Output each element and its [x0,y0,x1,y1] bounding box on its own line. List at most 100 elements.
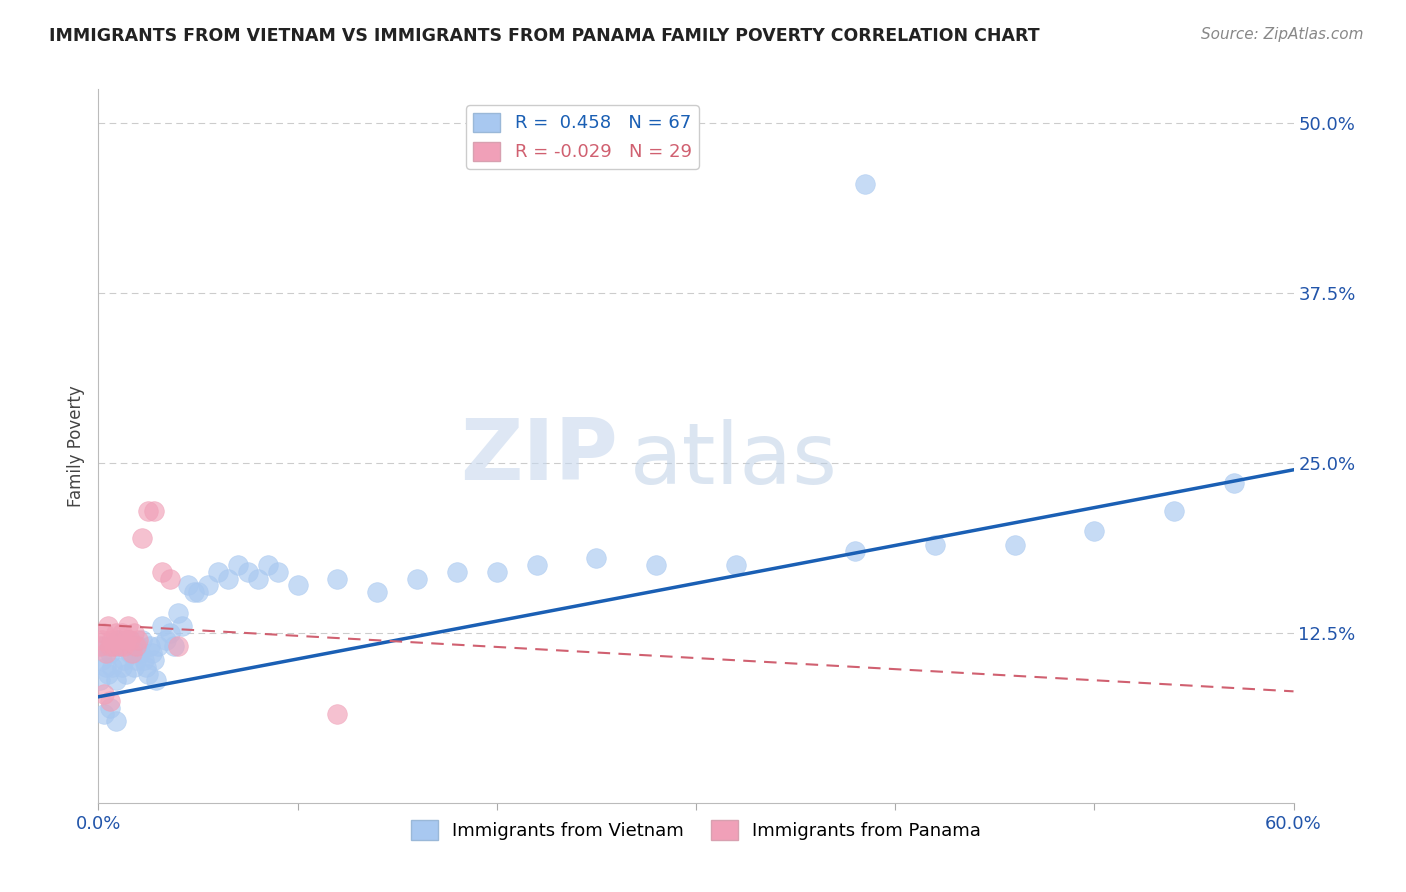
Point [1223,476,1246,491]
Point [217,572,239,586]
Point [115,632,138,647]
Point [256,558,278,572]
Point [96,646,118,660]
Y-axis label: Family Poverty: Family Poverty [67,385,86,507]
Point [105,673,128,688]
Point [446,565,468,579]
Point [97,666,120,681]
Point [155,632,177,647]
Point [127,640,149,654]
Point [127,632,149,647]
Point [98,640,122,654]
Point [117,619,139,633]
Point [101,632,124,647]
Point [141,646,163,660]
Point [124,626,146,640]
Point [183,585,205,599]
Point [924,537,946,551]
Point [111,626,134,640]
Point [103,640,125,654]
Point [485,565,508,579]
Point [135,660,157,674]
Text: IMMIGRANTS FROM VIETNAM VS IMMIGRANTS FROM PANAMA FAMILY POVERTY CORRELATION CHA: IMMIGRANTS FROM VIETNAM VS IMMIGRANTS FR… [49,27,1040,45]
Point [167,606,190,620]
Point [112,640,135,654]
Point [172,619,194,633]
Point [207,565,229,579]
Point [406,572,429,586]
Point [236,565,259,579]
Point [89,640,111,654]
Text: Source: ZipAtlas.com: Source: ZipAtlas.com [1201,27,1364,42]
Point [121,640,143,654]
Point [645,558,668,572]
Point [287,578,309,592]
Point [143,653,166,667]
Point [148,640,170,654]
Point [120,646,142,660]
Point [853,178,876,192]
Point [117,632,139,647]
Point [98,646,122,660]
Point [96,660,118,674]
Point [150,565,173,579]
Point [585,551,607,566]
Point [93,707,115,722]
Text: ZIP: ZIP [461,415,619,499]
Point [197,578,219,592]
Point [111,660,134,674]
Point [163,640,186,654]
Point [844,544,866,558]
Point [1083,524,1105,538]
Point [150,619,173,633]
Point [125,653,148,667]
Point [131,632,153,647]
Point [103,640,125,654]
Point [125,640,148,654]
Point [93,687,115,701]
Point [101,660,124,674]
Point [98,700,122,714]
Point [145,673,167,688]
Point [93,640,115,654]
Point [326,572,349,586]
Point [121,646,143,660]
Point [129,646,152,660]
Legend: Immigrants from Vietnam, Immigrants from Panama: Immigrants from Vietnam, Immigrants from… [404,813,988,847]
Point [326,707,349,722]
Point [366,585,388,599]
Point [526,558,548,572]
Point [107,632,129,647]
Point [187,585,209,599]
Point [134,653,156,667]
Point [124,660,146,674]
Point [1004,537,1026,551]
Point [131,531,153,545]
Point [115,666,138,681]
Point [724,558,747,572]
Point [167,640,190,654]
Text: atlas: atlas [630,418,838,502]
Point [159,626,181,640]
Point [120,632,142,647]
Point [91,632,114,647]
Point [136,503,159,517]
Point [112,653,135,667]
Point [143,503,166,517]
Point [98,694,122,708]
Point [91,653,114,667]
Point [93,626,115,640]
Point [159,572,181,586]
Point [267,565,290,579]
Point [97,619,120,633]
Point [226,558,249,572]
Point [110,640,132,654]
Point [105,626,128,640]
Point [139,640,162,654]
Point [177,578,200,592]
Point [107,632,129,647]
Point [1163,503,1185,517]
Point [105,714,128,729]
Point [89,673,111,688]
Point [246,572,269,586]
